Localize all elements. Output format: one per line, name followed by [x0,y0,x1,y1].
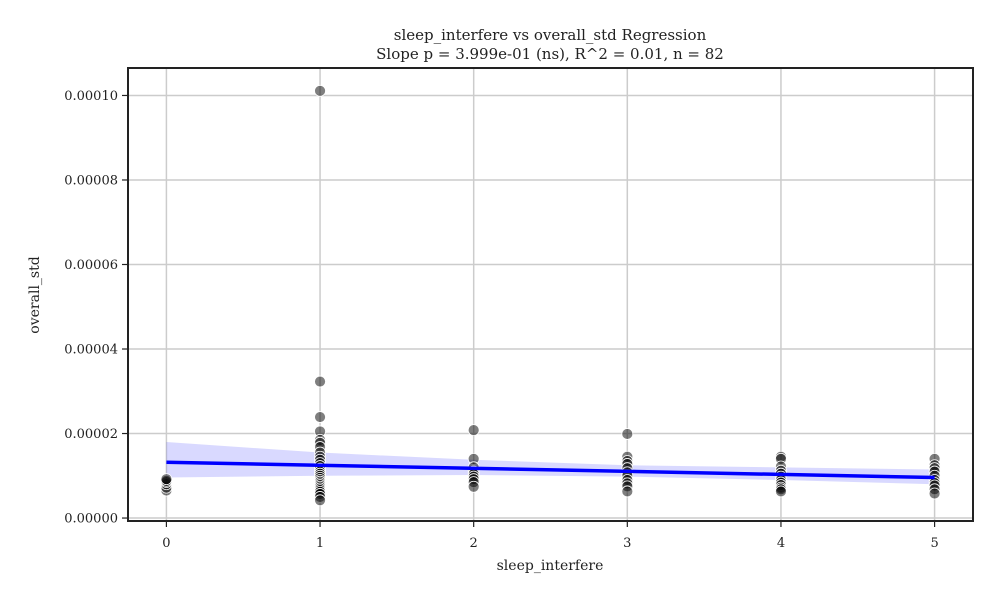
data-point [621,485,634,498]
x-axis-ticks: 0 1 2 3 4 5 [162,521,939,551]
data-point [467,480,480,493]
y-tick-label: 0.00008 [64,173,118,188]
y-axis-label: overall_std [27,256,43,333]
y-tick-label: 0.00000 [64,512,118,527]
data-point [314,84,326,97]
x-tick-label: 2 [470,536,478,551]
chart-title: sleep_interfere vs overall_std Regressio… [394,26,707,44]
y-axis-ticks: 0.00000 0.00002 0.00004 0.00006 0.00008 0.000… [64,89,128,527]
x-tick-label: 1 [316,536,324,551]
y-tick-label: 0.00002 [64,427,118,442]
x-tick-label: 3 [623,536,631,551]
data-point [621,428,634,440]
regression-line [166,460,935,480]
data-point [775,485,787,498]
x-axis-label: sleep_interfere [497,558,604,574]
x-tick-label: 0 [162,536,170,551]
grid-lines [128,68,973,521]
y-tick-label: 0.00004 [64,343,118,358]
x-tick-label: 4 [777,536,785,551]
data-point [467,424,480,437]
data-point [928,487,941,500]
data-point [314,375,326,388]
x-tick-label: 5 [930,536,938,551]
data-point [160,473,173,486]
data-point [314,411,326,423]
y-tick-label: 0.00006 [64,258,118,273]
chart-subtitle: Slope p = 3.999e-01 (ns), R^2 = 0.01, n … [376,45,724,63]
data-point [314,494,326,507]
y-tick-label: 0.00010 [64,89,118,104]
scatter-points [160,84,941,507]
plot-frame [127,67,974,522]
